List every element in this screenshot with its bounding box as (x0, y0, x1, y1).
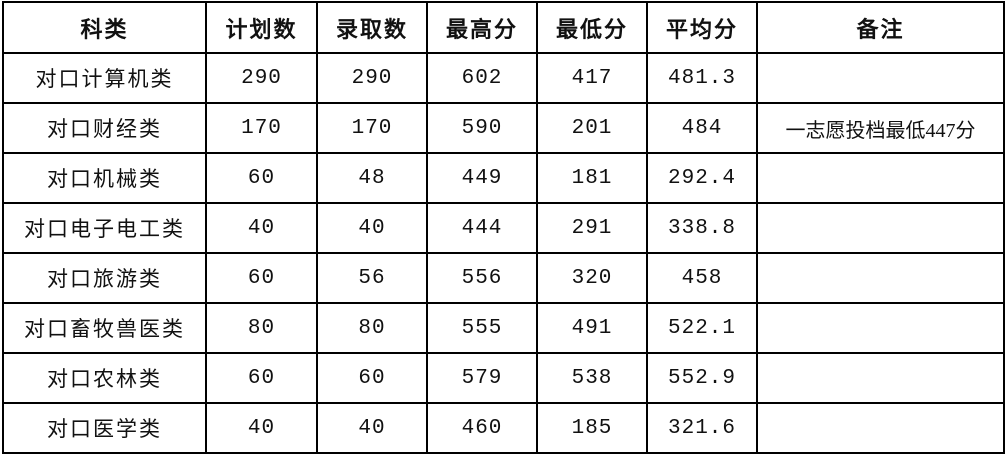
cell-admitted-count: 56 (316, 252, 428, 304)
cell-plan-count: 60 (205, 352, 318, 404)
cell-category: 对口医学类 (2, 402, 207, 454)
table-row: 对口计算机类 290 290 602 417 481.3 (2, 52, 1005, 104)
table-row: 对口旅游类 60 56 556 320 458 (2, 252, 1005, 304)
cell-min-score: 201 (536, 102, 648, 154)
cell-admitted-count: 170 (316, 102, 428, 154)
cell-plan-count: 290 (205, 52, 318, 104)
cell-plan-count: 40 (205, 202, 318, 254)
cell-avg-score: 321.6 (646, 402, 758, 454)
cell-max-score: 444 (426, 202, 538, 254)
cell-plan-count: 60 (205, 152, 318, 204)
cell-max-score: 579 (426, 352, 538, 404)
cell-plan-count: 80 (205, 302, 318, 354)
cell-avg-score: 292.4 (646, 152, 758, 204)
cell-category: 对口畜牧兽医类 (2, 302, 207, 354)
cell-category: 对口电子电工类 (2, 202, 207, 254)
cell-avg-score: 481.3 (646, 52, 758, 104)
cell-category: 对口财经类 (2, 102, 207, 154)
cell-avg-score: 484 (646, 102, 758, 154)
cell-note (756, 402, 1005, 454)
table-row: 对口财经类 170 170 590 201 484 一志愿投档最低447分 (2, 102, 1005, 154)
cell-max-score: 449 (426, 152, 538, 204)
cell-avg-score: 522.1 (646, 302, 758, 354)
cell-category: 对口旅游类 (2, 252, 207, 304)
table-row: 对口医学类 40 40 460 185 321.6 (2, 402, 1005, 454)
header-note: 备注 (756, 1, 1005, 54)
cell-min-score: 291 (536, 202, 648, 254)
cell-note (756, 152, 1005, 204)
table-row: 对口电子电工类 40 40 444 291 338.8 (2, 202, 1005, 254)
cell-avg-score: 552.9 (646, 352, 758, 404)
header-max-score: 最高分 (426, 1, 538, 54)
header-plan-count: 计划数 (205, 1, 318, 54)
header-min-score: 最低分 (536, 1, 648, 54)
table-row: 对口农林类 60 60 579 538 552.9 (2, 352, 1005, 404)
cell-admitted-count: 60 (316, 352, 428, 404)
cell-note (756, 352, 1005, 404)
cell-max-score: 555 (426, 302, 538, 354)
cell-note (756, 52, 1005, 104)
cell-plan-count: 170 (205, 102, 318, 154)
table-row: 对口畜牧兽医类 80 80 555 491 522.1 (2, 302, 1005, 354)
cell-avg-score: 338.8 (646, 202, 758, 254)
header-category: 科类 (2, 1, 207, 54)
cell-admitted-count: 80 (316, 302, 428, 354)
cell-note: 一志愿投档最低447分 (756, 102, 1005, 154)
cell-admitted-count: 48 (316, 152, 428, 204)
cell-max-score: 602 (426, 52, 538, 104)
cell-min-score: 491 (536, 302, 648, 354)
cell-plan-count: 60 (205, 252, 318, 304)
header-row: 科类 计划数 录取数 最高分 最低分 平均分 备注 (2, 1, 1005, 54)
cell-note (756, 252, 1005, 304)
header-avg-score: 平均分 (646, 1, 758, 54)
cell-min-score: 181 (536, 152, 648, 204)
cell-plan-count: 40 (205, 402, 318, 454)
cell-category: 对口计算机类 (2, 52, 207, 104)
cell-admitted-count: 40 (316, 202, 428, 254)
cell-min-score: 320 (536, 252, 648, 304)
cell-max-score: 460 (426, 402, 538, 454)
cell-max-score: 590 (426, 102, 538, 154)
cell-note (756, 202, 1005, 254)
cell-admitted-count: 40 (316, 402, 428, 454)
header-admitted-count: 录取数 (316, 1, 428, 54)
cell-max-score: 556 (426, 252, 538, 304)
table-row: 对口机械类 60 48 449 181 292.4 (2, 152, 1005, 204)
cell-category: 对口农林类 (2, 352, 207, 404)
cell-min-score: 417 (536, 52, 648, 104)
cell-min-score: 185 (536, 402, 648, 454)
cell-admitted-count: 290 (316, 52, 428, 104)
cell-note (756, 302, 1005, 354)
admission-table: 科类 计划数 录取数 最高分 最低分 平均分 备注 对口计算机类 290 290 602 417 48… (2, 1, 1005, 454)
cell-category: 对口机械类 (2, 152, 207, 204)
cell-min-score: 538 (536, 352, 648, 404)
cell-avg-score: 458 (646, 252, 758, 304)
